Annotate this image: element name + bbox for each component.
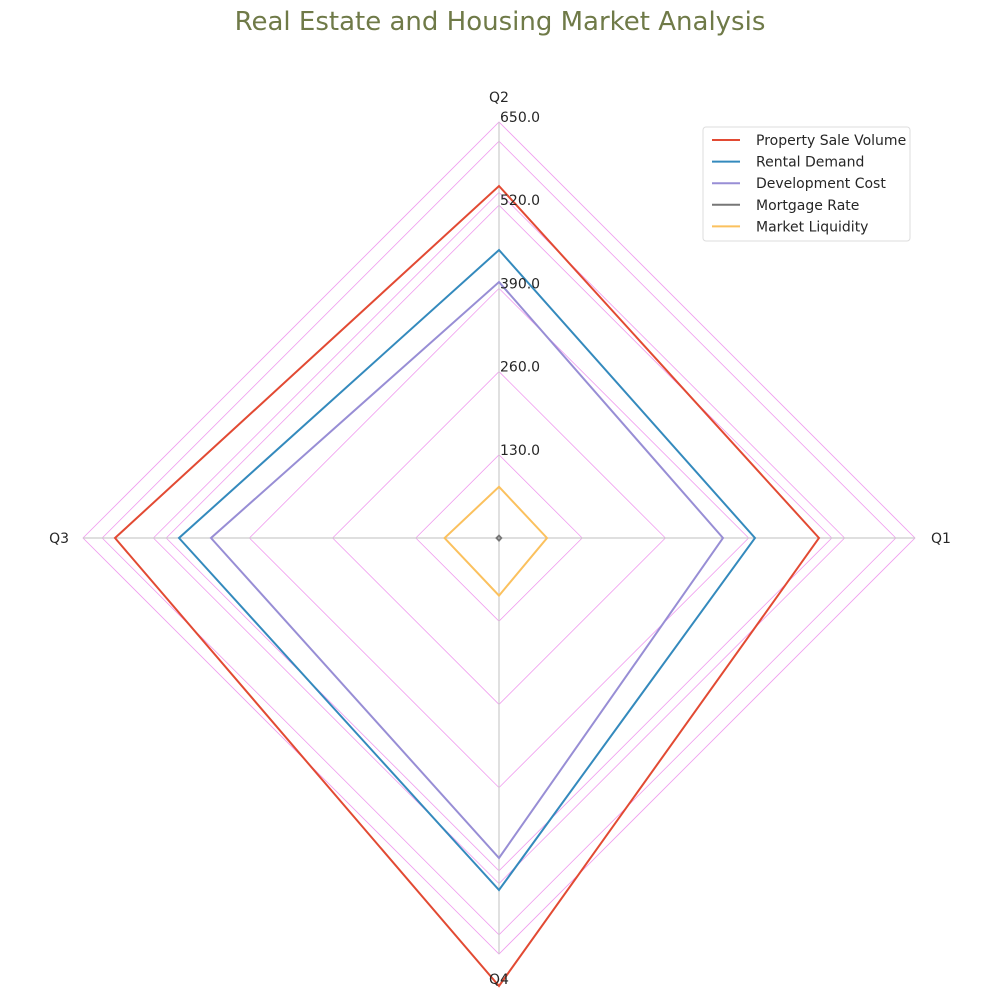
category-labels: Q1 Q2 Q3 Q4 [49, 90, 951, 988]
series-line-market-liquidity [443, 485, 549, 598]
legend-label: Property Sale Volume [756, 133, 906, 149]
series-lines [113, 184, 821, 988]
series-line-development-cost [209, 280, 725, 860]
legend-label: Mortgage Rate [756, 198, 859, 214]
radial-tick-label: 390.0 [500, 276, 540, 292]
radial-tick-labels: 130.0 260.0 390.0 520.0 650.0 [500, 110, 540, 459]
legend-label: Market Liquidity [756, 219, 868, 235]
series-line-mortgage-rate [495, 534, 503, 543]
radial-tick-label: 260.0 [500, 360, 540, 376]
series-line-property-sale-volume [113, 184, 821, 988]
category-label-q1: Q1 [931, 531, 951, 547]
category-label-q2: Q2 [489, 90, 509, 106]
category-label-q3: Q3 [49, 531, 69, 547]
legend: Property Sale Volume Rental Demand Develop… [702, 126, 911, 242]
spokes [83, 122, 915, 954]
radial-tick-label: 130.0 [500, 443, 540, 459]
chart-title: Real Estate and Housing Market Analysis [235, 7, 766, 37]
legend-box [702, 126, 911, 242]
series-line-rental-demand [177, 248, 757, 892]
radial-tick-label: 520.0 [500, 193, 540, 209]
legend-label: Development Cost [756, 176, 886, 192]
legend-label: Rental Demand [756, 155, 864, 171]
radial-tick-label: 650.0 [500, 110, 540, 126]
category-label-q4: Q4 [489, 972, 509, 988]
